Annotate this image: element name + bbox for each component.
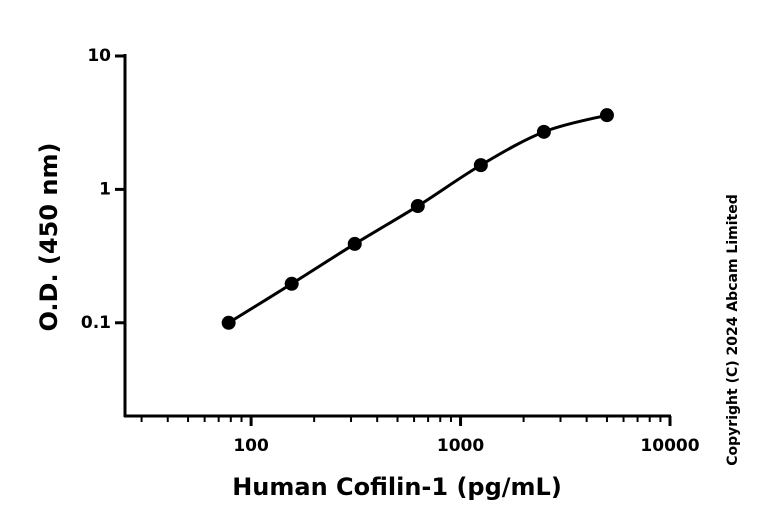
data-point <box>473 158 488 173</box>
x-tick-label: 1000 <box>437 436 484 456</box>
y-tick-label: 10 <box>87 46 111 66</box>
copyright: Copyright (C) 2024 Abcam Limited <box>725 194 741 465</box>
data-point <box>599 108 614 123</box>
x-tick-label: 100 <box>233 436 269 456</box>
data-point <box>284 276 299 291</box>
y-tick-label: 1 <box>99 179 111 199</box>
data-point <box>347 236 362 251</box>
x-axis-title: Human Cofilin-1 (pg/mL) <box>232 473 562 501</box>
x-tick-label: 10000 <box>640 436 699 456</box>
y-axis-title: O.D. (450 nm) <box>35 143 63 332</box>
y-tick-label: 0.1 <box>81 313 111 333</box>
data-point <box>536 124 551 139</box>
fit-curve <box>227 113 608 325</box>
data-point <box>221 315 236 330</box>
data-point <box>410 199 425 214</box>
